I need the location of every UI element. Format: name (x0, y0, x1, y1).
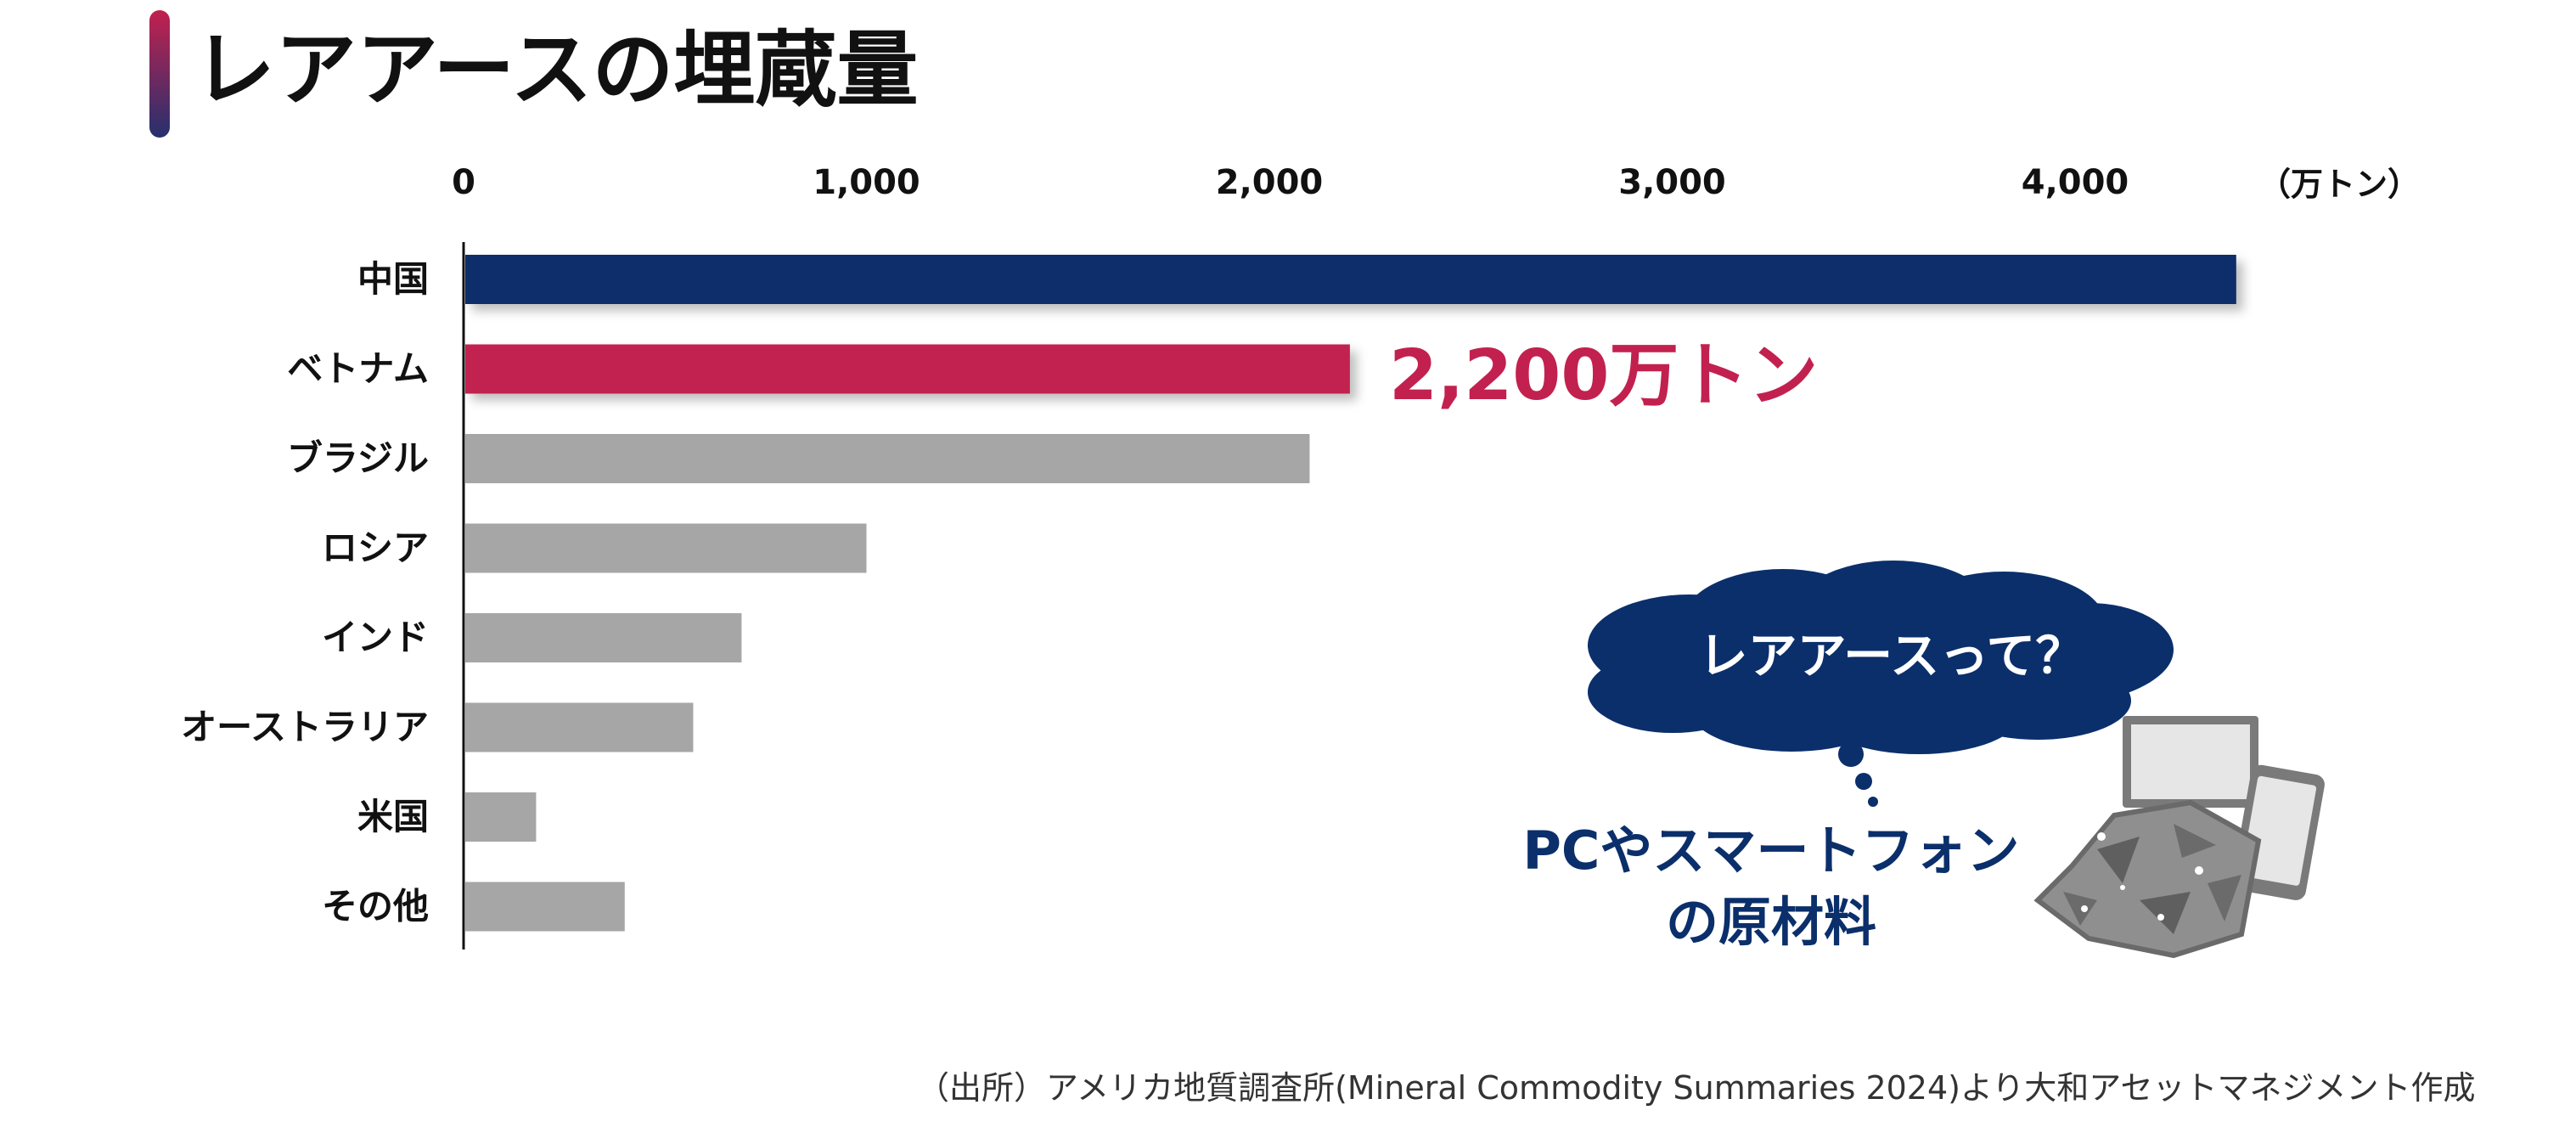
thought-cloud-text: レアアースって？ (1699, 627, 2085, 685)
x-tick-label: 1,000 (813, 163, 920, 202)
thought-cloud-icon: レアアースって？ (1588, 561, 2174, 807)
bar (465, 882, 625, 932)
title-accent-bar (149, 10, 170, 138)
monitor-icon (2123, 716, 2258, 827)
category-label: 中国 (357, 258, 429, 300)
x-tick-label: 0 (452, 163, 475, 202)
rare-earth-rock-icon (2033, 799, 2262, 959)
callout-caption: PCやスマートフォン の原材料 (1516, 815, 2026, 958)
source-note: （出所）アメリカ地質調査所(Mineral Commodity Summarie… (917, 1069, 2476, 1107)
bar (465, 344, 1350, 394)
category-label: インド (322, 617, 429, 658)
bar (465, 434, 1310, 483)
x-tick-label: 2,000 (1216, 163, 1324, 202)
callout-caption-line1: PCやスマートフォン (1522, 820, 2020, 882)
category-label: オーストラリア (181, 707, 429, 748)
highlight-value-label: 2,200万トン (1389, 335, 1818, 416)
page-title: レアアースの埋蔵量 (194, 22, 919, 117)
category-label: ブラジル (287, 437, 429, 479)
category-label: 米国 (357, 796, 429, 837)
category-label: その他 (322, 886, 429, 927)
bar (465, 613, 742, 662)
bar (465, 792, 537, 842)
category-label: ロシア (322, 527, 429, 569)
category-label: ベトナム (287, 348, 429, 390)
bar (465, 523, 867, 573)
axis-unit-label: （万トン） (2258, 166, 2421, 203)
callout-caption-line2: の原材料 (1665, 891, 1876, 953)
bar (465, 255, 2236, 304)
x-tick-label: 3,000 (1618, 163, 1726, 202)
x-tick-label: 4,000 (2022, 163, 2129, 202)
bar (465, 702, 694, 752)
